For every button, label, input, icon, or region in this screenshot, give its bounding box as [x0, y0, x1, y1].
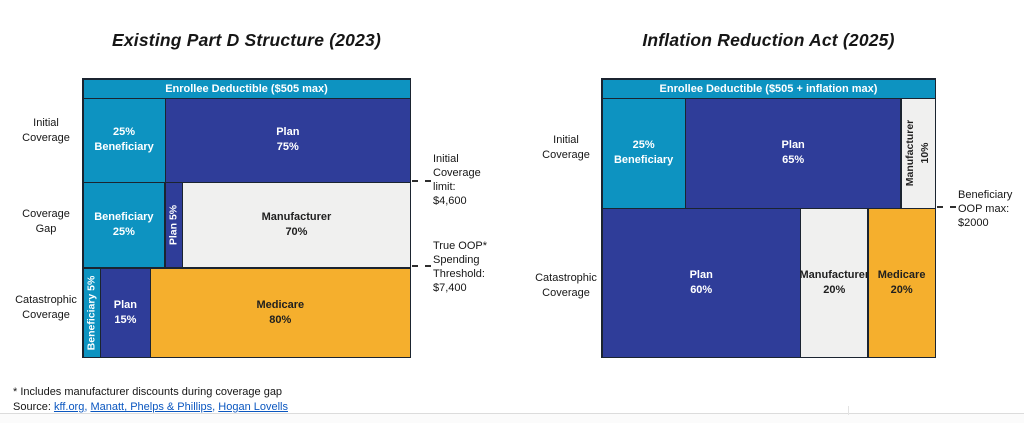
- source-prefix: Source:: [13, 401, 54, 413]
- segment-medicare-80: Medicare 80%: [151, 268, 410, 357]
- bottom-divider: [0, 413, 1024, 414]
- segment-label: 25%: [112, 226, 135, 239]
- segment-manufacturer-10: Manufacturer 10%: [901, 99, 935, 208]
- source-link-manatt[interactable]: Manatt, Phelps & Phillips: [90, 401, 213, 413]
- left-row-catastrophic-coverage: Beneficiary 5% Plan 15% Medicare 80%: [83, 268, 410, 357]
- row-label-initial-coverage-right: Initial Coverage: [542, 134, 590, 161]
- segment-label: 80%: [269, 313, 292, 326]
- segment-label: 65%: [782, 154, 805, 167]
- segment-label-vertical: Manufacturer: [904, 120, 917, 187]
- row-label-coverage-gap: Coverage Gap: [22, 208, 70, 235]
- annotation-initial-coverage-limit: Initial Coverage limit: $4,600: [433, 153, 481, 207]
- segment-beneficiary-5: Beneficiary 5%: [83, 268, 100, 357]
- annotation-troop-threshold: True OOP* Spending Threshold: $7,400: [433, 240, 487, 294]
- left-chart-title: Existing Part D Structure (2023): [112, 30, 381, 50]
- left-row-initial-coverage: 25% Beneficiary Plan 75%: [83, 99, 410, 182]
- segment-label: 25%: [113, 126, 136, 139]
- segment-label: Manufacturer: [261, 211, 332, 224]
- segment-label: Medicare: [877, 268, 926, 281]
- bottom-margin-area: [0, 414, 1024, 423]
- left-mosaic-chart: Enrollee Deductible ($505 max) 25% Benef…: [82, 78, 411, 358]
- segment-label: Plan: [113, 298, 137, 311]
- right-row-catastrophic-coverage: Plan 60% Manufacturer 20% Medicare 20%: [602, 209, 935, 357]
- source-separator: ,: [212, 401, 219, 413]
- segment-beneficiary-25-ira: 25% Beneficiary: [602, 99, 685, 208]
- row-label-catastrophic-left: Catastrophic Coverage: [15, 294, 77, 321]
- row-label-initial-coverage-left: Initial Coverage: [22, 117, 70, 144]
- segment-label: Manufacturer: [799, 268, 870, 281]
- segment-beneficiary-25: 25% Beneficiary: [83, 99, 165, 182]
- right-row-initial-coverage: 25% Beneficiary Plan 65% Manufacturer 10…: [602, 99, 935, 208]
- annotation-beneficiary-oop-max: Beneficiary OOP max: $2000: [958, 189, 1013, 229]
- segment-medicare-20: Medicare 20%: [868, 209, 935, 357]
- segment-label: Beneficiary: [94, 211, 154, 224]
- segment-label: 70%: [285, 226, 308, 239]
- row-label-catastrophic-right: Catastrophic Coverage: [535, 272, 597, 299]
- segment-label: 15%: [114, 313, 137, 326]
- segment-label: 60%: [690, 283, 713, 296]
- segment-manufacturer-20: Manufacturer 20%: [799, 209, 870, 357]
- segment-label: 20%: [890, 283, 913, 296]
- source-link-kff[interactable]: kff.org: [53, 401, 85, 413]
- segment-label: Beneficiary: [94, 141, 154, 154]
- left-deductible-banner: Enrollee Deductible ($505 max): [83, 79, 410, 98]
- segment-label: Beneficiary: [613, 154, 674, 167]
- segment-label: Plan: [781, 139, 805, 152]
- bottom-tick-mark: [848, 406, 849, 415]
- segment-label: Plan: [276, 126, 300, 139]
- segment-label: 75%: [276, 141, 299, 154]
- segment-label: Plan: [689, 268, 713, 281]
- segment-label: Medicare: [256, 298, 305, 311]
- segment-label-vertical: 10%: [919, 142, 932, 164]
- source-line: Source: kff.org, Manatt, Phelps & Philli…: [13, 400, 288, 415]
- left-row-coverage-gap: Beneficiary 25% Plan 5% Manufacturer 70%: [83, 183, 410, 268]
- dashed-leader-troop-threshold: [412, 265, 431, 267]
- segment-label: 25%: [632, 139, 655, 152]
- footnote: * Includes manufacturer discounts during…: [13, 386, 283, 398]
- source-separator: ,: [84, 401, 91, 413]
- right-mosaic-chart: Enrollee Deductible ($505 + inflation ma…: [601, 78, 936, 358]
- segment-plan-5: Plan 5%: [165, 183, 182, 268]
- segment-beneficiary-25-gap: Beneficiary 25%: [83, 183, 165, 268]
- segment-plan-15: Plan 15%: [101, 268, 150, 357]
- dashed-leader-initial-limit: [412, 180, 431, 182]
- segment-manufacturer-70: Manufacturer 70%: [183, 183, 410, 268]
- dashed-leader-oop-max: [937, 206, 956, 208]
- segment-plan-65: Plan 65%: [686, 99, 901, 208]
- segment-label: 20%: [823, 283, 846, 296]
- right-deductible-banner: Enrollee Deductible ($505 + inflation ma…: [602, 79, 935, 98]
- segment-plan-60: Plan 60%: [602, 209, 800, 357]
- source-link-hogan-lovells[interactable]: Hogan Lovells: [218, 401, 288, 413]
- right-chart-title: Inflation Reduction Act (2025): [642, 30, 895, 50]
- segment-label-vertical: Plan 5%: [167, 205, 180, 246]
- segment-plan-75: Plan 75%: [166, 99, 410, 182]
